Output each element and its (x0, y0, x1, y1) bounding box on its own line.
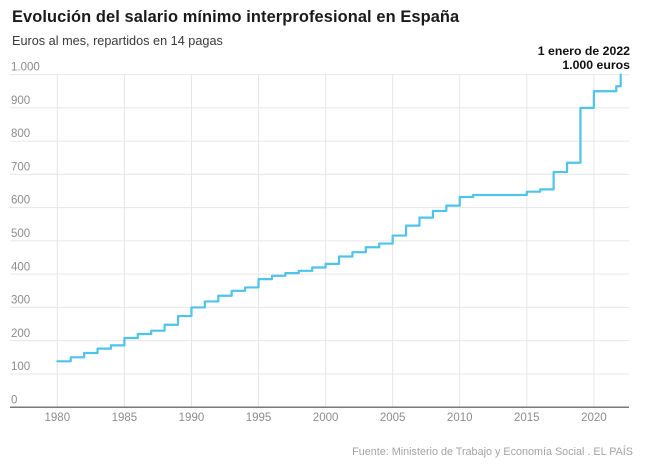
svg-text:300: 300 (11, 295, 30, 307)
svg-text:1995: 1995 (246, 412, 272, 424)
svg-text:600: 600 (11, 195, 30, 207)
svg-text:2015: 2015 (514, 412, 540, 424)
svg-text:700: 700 (11, 161, 30, 173)
svg-text:0: 0 (11, 394, 17, 406)
svg-text:800: 800 (11, 128, 30, 140)
svg-text:900: 900 (11, 95, 30, 107)
svg-text:2005: 2005 (380, 412, 406, 424)
svg-text:100: 100 (11, 361, 30, 373)
svg-text:200: 200 (11, 328, 30, 340)
svg-text:2000: 2000 (313, 412, 339, 424)
svg-text:400: 400 (11, 261, 30, 273)
svg-text:500: 500 (11, 228, 30, 240)
svg-text:1980: 1980 (45, 412, 71, 424)
svg-text:2020: 2020 (581, 412, 607, 424)
svg-text:1985: 1985 (112, 412, 138, 424)
svg-text:1990: 1990 (179, 412, 205, 424)
svg-text:1.000: 1.000 (11, 62, 40, 74)
svg-text:2010: 2010 (447, 412, 473, 424)
